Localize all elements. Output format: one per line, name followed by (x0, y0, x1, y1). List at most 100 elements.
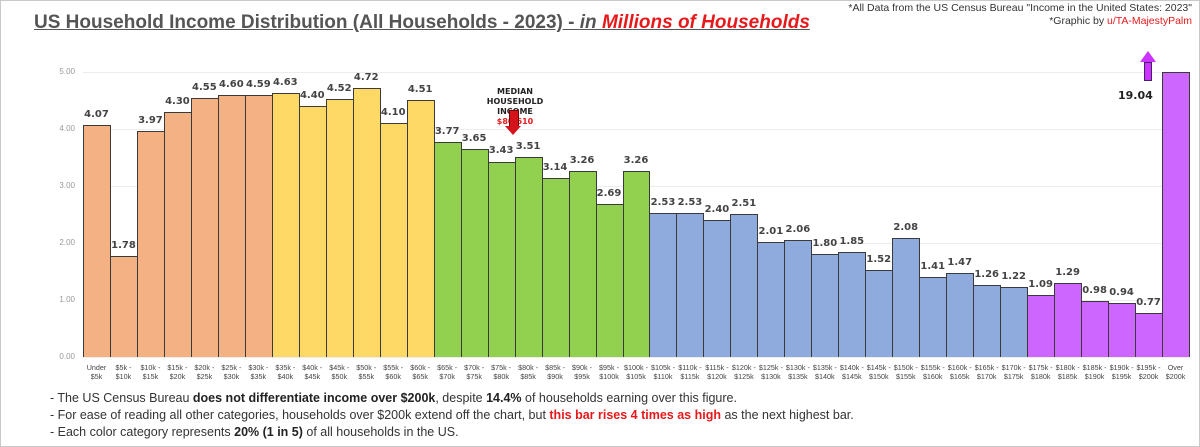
x-tick-label: $25k - $30k (221, 363, 242, 381)
bar (703, 220, 732, 357)
bar-value-label: 3.51 (515, 140, 541, 152)
credits: *All Data from the US Census Bureau "Inc… (848, 2, 1192, 28)
bar-value-label: 1.26 (974, 269, 1000, 281)
x-tick-label: $105k - $110k (650, 363, 675, 381)
y-tick-label: 5.00 (59, 67, 75, 76)
bar (919, 276, 948, 357)
bar (1108, 303, 1137, 357)
title-unit: Millions of Households (601, 12, 810, 33)
bar-value-label: 4.40 (299, 90, 325, 102)
x-tick-label: $5k - $10k (115, 363, 132, 381)
bar (514, 156, 543, 357)
x-tick-label: Over $200k (1165, 363, 1186, 381)
bar (892, 238, 921, 357)
off-chart-arrowhead-icon (1140, 51, 1156, 62)
bar (163, 111, 192, 357)
bar (433, 142, 462, 357)
x-tick-label: $20k - $25k (194, 363, 215, 381)
x-tick-label: $40k - $45k (302, 363, 323, 381)
bar (83, 125, 111, 357)
x-tick-label: $75k - $80k (491, 363, 512, 381)
bar-value-label: 3.14 (542, 162, 568, 174)
bar-value-label: 4.51 (407, 83, 433, 95)
median-arrowhead-icon (505, 126, 521, 135)
bar-value-label: 3.26 (623, 155, 649, 167)
footnotes: - The US Census Bureau does not differen… (50, 390, 854, 441)
bar-value-label: 2.08 (893, 222, 919, 234)
bar (811, 254, 840, 357)
bar-value-label: 4.10 (380, 107, 406, 119)
over-200k-value: 19.04 (1118, 89, 1153, 102)
x-tick-label: $15k - $20k (167, 363, 188, 381)
bar-value-label: 4.07 (84, 109, 109, 120)
author-link[interactable]: u/TA-MajestyPalm (1107, 15, 1192, 27)
bar (406, 99, 435, 357)
bar-value-label: 1.09 (1028, 278, 1053, 290)
bar (865, 270, 894, 357)
y-tick-label: 1.00 (59, 295, 75, 304)
bar-value-label: 1.80 (812, 238, 838, 250)
bar (460, 148, 489, 357)
bar-value-label: 3.26 (569, 155, 595, 167)
bar-value-label: 0.98 (1082, 285, 1107, 297)
bar-value-label: 2.40 (704, 204, 730, 216)
x-tick-label: $150k - $155k (893, 363, 918, 381)
x-tick-label: $55k - $60k (383, 363, 404, 381)
bar (109, 255, 138, 357)
bar (541, 178, 570, 357)
x-tick-label: $160k - $165k (947, 363, 972, 381)
note-1: - The US Census Bureau does not differen… (50, 391, 737, 405)
x-tick-label: $115k - $120k (705, 363, 729, 381)
x-tick-label: $85k - $90k (545, 363, 566, 381)
x-tick-label: $175k - $180k (1028, 363, 1053, 381)
x-tick-label: $10k - $15k (140, 363, 161, 381)
x-tick-label: $165k - $170k (974, 363, 999, 381)
bar-value-label: 1.85 (839, 235, 865, 247)
bar (946, 273, 975, 357)
off-chart-arrow-icon (1144, 62, 1152, 81)
gridline (83, 357, 1189, 358)
bar-value-label: 0.94 (1109, 287, 1134, 299)
bar (568, 171, 597, 357)
x-tick-label: $100k - $105k (624, 363, 648, 381)
x-tick-label: $50k - $55k (356, 363, 377, 381)
gridline (83, 72, 1189, 73)
bar (595, 203, 624, 357)
x-tick-label: $185k - $190k (1082, 363, 1107, 381)
y-tick-label: 2.00 (59, 238, 75, 247)
bar-value-label: 1.52 (866, 254, 892, 266)
x-tick-label: $30k - $35k (248, 363, 269, 381)
bar (136, 130, 165, 357)
bar (973, 285, 1002, 357)
bar-value-label: 3.77 (434, 126, 460, 138)
bar-value-label: 4.72 (353, 71, 379, 83)
bar (784, 239, 813, 357)
bar (676, 212, 705, 357)
bar (1135, 313, 1164, 357)
bar (487, 161, 516, 357)
x-tick-label: $140k - $145k (839, 363, 864, 381)
bar-value-label: 4.52 (326, 83, 352, 95)
x-tick-label: $65k - $70k (437, 363, 458, 381)
x-tick-label: $170k - $175k (1001, 363, 1026, 381)
note-3: - Each color category represents 20% (1 … (50, 425, 459, 439)
bar (1054, 283, 1083, 357)
bar-value-label: 2.53 (677, 196, 703, 208)
bar-value-label: 0.77 (1136, 297, 1161, 309)
bar (757, 242, 786, 357)
bar-value-label: 3.43 (488, 145, 514, 157)
bar-value-label: 2.01 (758, 226, 784, 238)
bar-value-label: 3.65 (461, 132, 487, 144)
bar-value-label: 4.59 (245, 79, 271, 91)
author-credit: *Graphic by u/TA-MajestyPalm (1049, 15, 1192, 27)
bar (271, 93, 300, 357)
gridline (83, 129, 1189, 130)
bar-value-label: 2.53 (650, 196, 676, 208)
bar (838, 251, 867, 357)
bar-value-label: 1.41 (920, 260, 946, 272)
bar (1162, 72, 1190, 357)
bar-value-label: 3.97 (138, 114, 163, 126)
x-tick-label: $80k - $85k (518, 363, 539, 381)
x-tick-label: $110k - $115k (678, 363, 702, 381)
x-tick-label: Under $5k (86, 363, 107, 381)
